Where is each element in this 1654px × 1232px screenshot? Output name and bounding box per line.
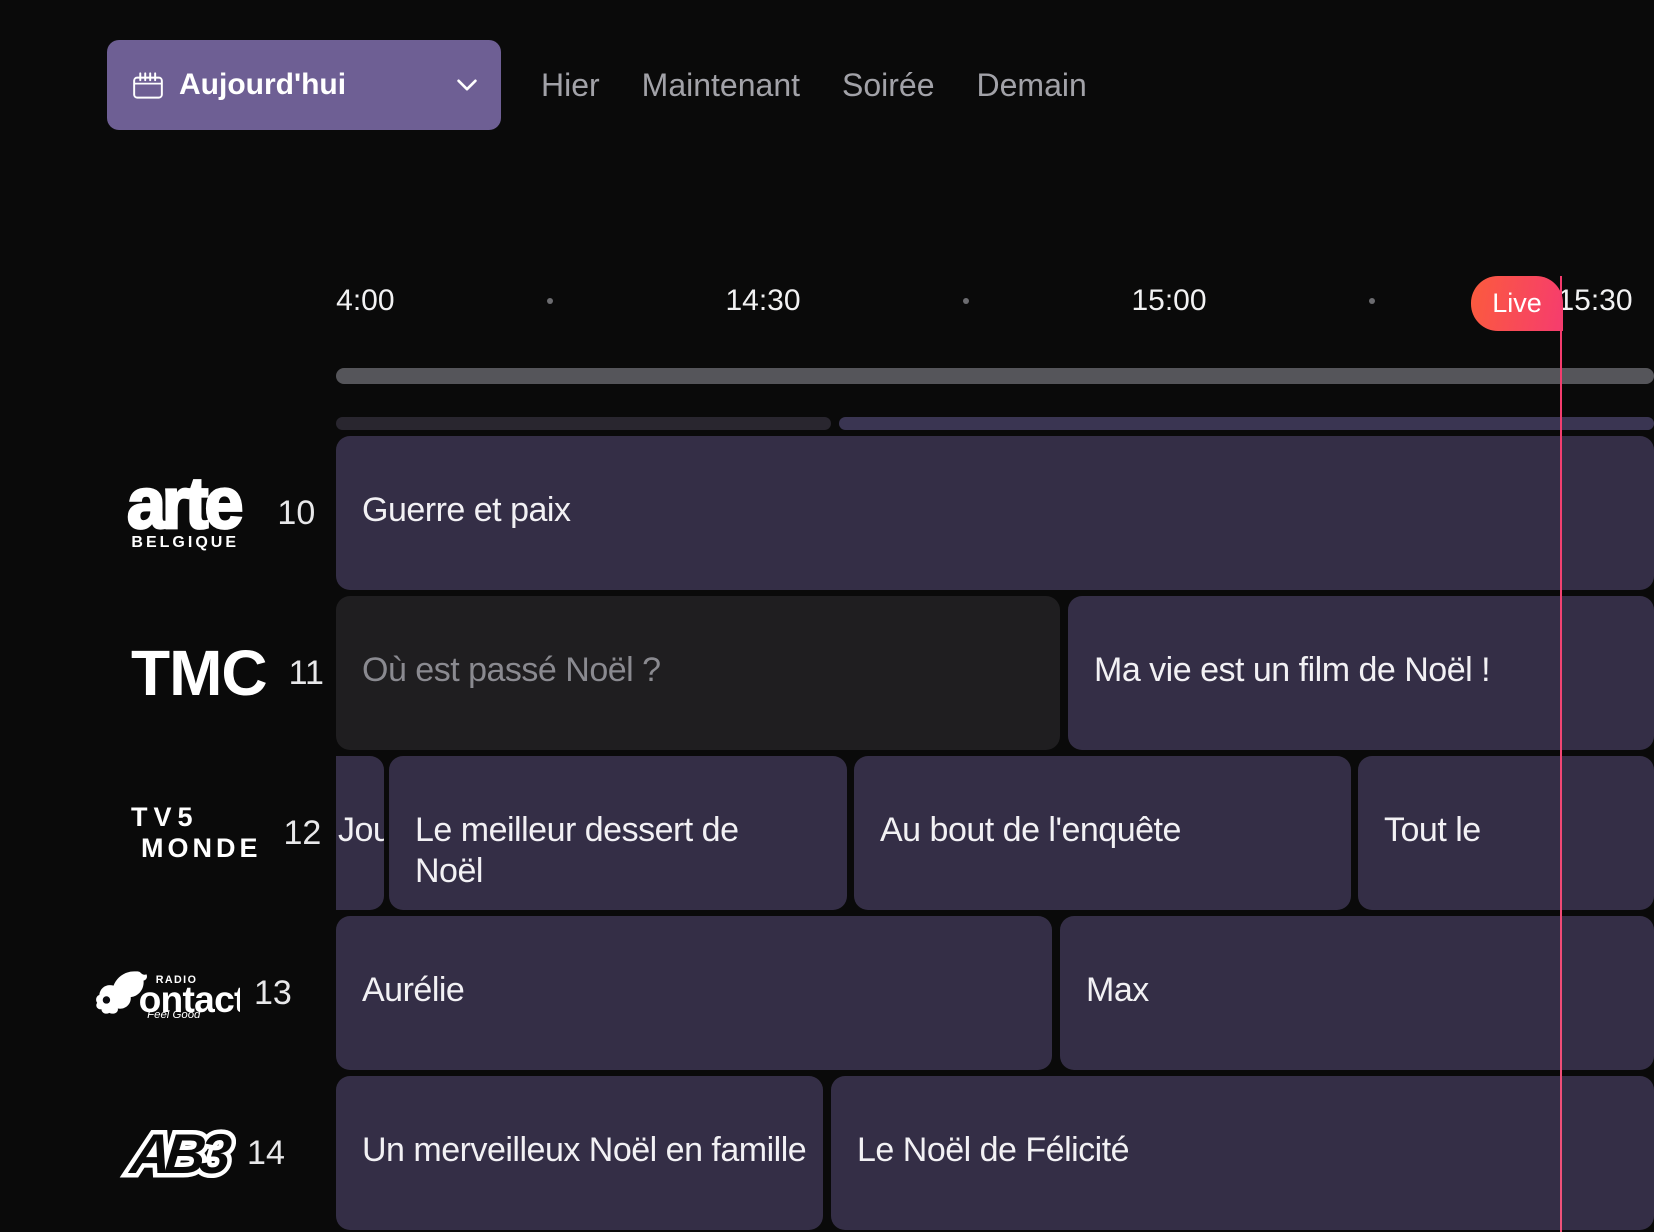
svg-text:RADIO: RADIO: [156, 974, 198, 986]
svg-text:Feel Good: Feel Good: [147, 1009, 201, 1019]
